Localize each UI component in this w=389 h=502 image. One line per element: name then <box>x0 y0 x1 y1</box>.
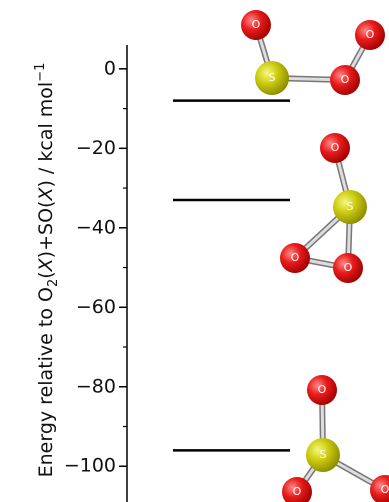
y-label-sup: −1 <box>33 63 48 82</box>
y-tick-label: 0 <box>104 57 116 79</box>
y-tick-label: −60 <box>76 296 116 318</box>
atom-label: O <box>291 251 300 264</box>
y-tick-label: −80 <box>76 375 116 397</box>
y-label-part: Energy relative to O <box>35 287 57 477</box>
chart: Energy relative to O2(X)+SO(X) / kcal mo… <box>0 0 389 502</box>
atom-label: O <box>293 485 302 498</box>
atom-label: S <box>320 448 327 461</box>
atom-label: O <box>318 383 327 396</box>
y-axis-label: Energy relative to O2(X)+SO(X) / kcal mo… <box>33 63 61 478</box>
y-label-part: )+SO( <box>35 201 57 259</box>
atom-label: O <box>341 73 350 86</box>
atom-label: O <box>344 261 353 274</box>
atom-label: S <box>347 200 354 213</box>
y-label-part: X <box>35 187 57 202</box>
y-label-part: ) / kcal mol <box>35 82 57 188</box>
atom-label: S <box>269 71 276 84</box>
atom-label: O <box>331 141 340 154</box>
y-label-part: X <box>35 257 57 272</box>
y-label-sub: 2 <box>46 279 61 287</box>
atom-label: O <box>381 483 389 496</box>
y-tick-label: −20 <box>76 137 116 159</box>
y-label-part: ( <box>35 271 57 278</box>
atom-label: O <box>252 18 261 31</box>
y-tick-label: −40 <box>76 216 116 238</box>
y-tick-label: −100 <box>64 455 116 477</box>
atom-label: O <box>366 28 375 41</box>
